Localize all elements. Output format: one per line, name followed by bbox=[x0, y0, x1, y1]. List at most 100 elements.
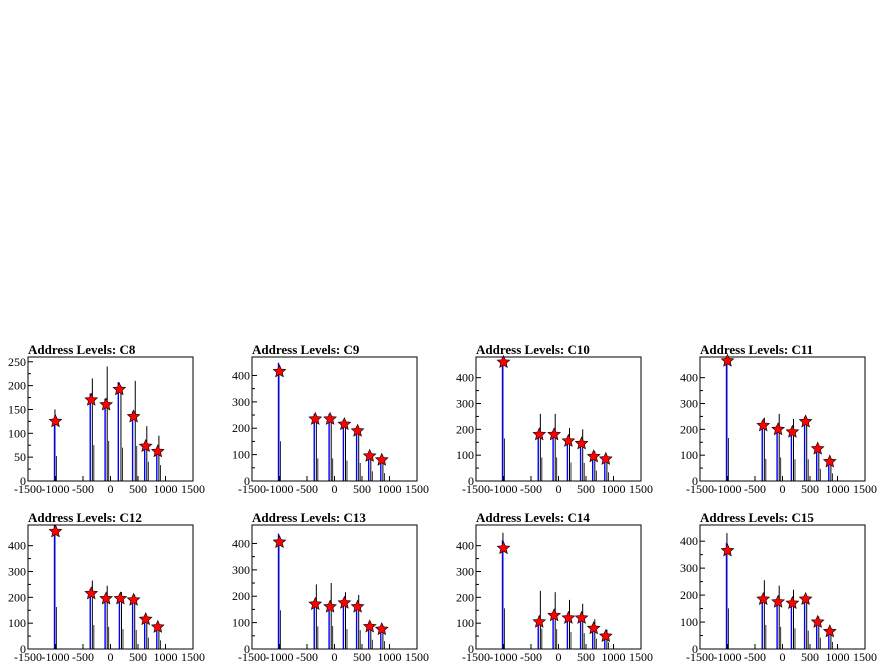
peak-marker bbox=[561, 433, 576, 447]
x-tick-label: -1000 bbox=[266, 650, 294, 664]
y-tick-label: 200 bbox=[680, 422, 698, 436]
peak-marker bbox=[126, 409, 141, 423]
peak-marker bbox=[822, 454, 837, 468]
peak-marker bbox=[150, 619, 165, 633]
peak-marker bbox=[374, 621, 389, 636]
x-tick-label: -1000 bbox=[266, 482, 294, 496]
x-tick-label: 500 bbox=[353, 650, 371, 664]
y-tick-label: 200 bbox=[456, 422, 474, 436]
x-tick-label: 1000 bbox=[602, 482, 626, 496]
peak-marker bbox=[798, 414, 813, 428]
x-tick-label: 0 bbox=[108, 650, 114, 664]
y-tick-label: 0 bbox=[468, 474, 474, 488]
y-tick-label: 400 bbox=[8, 539, 26, 553]
x-tick-label: 1500 bbox=[181, 650, 205, 664]
y-tick-label: 300 bbox=[232, 563, 250, 577]
x-tick-label: -1500 bbox=[462, 482, 490, 496]
x-tick-label: -1000 bbox=[490, 482, 518, 496]
x-tick-label: -1500 bbox=[686, 650, 714, 664]
peak-marker bbox=[574, 436, 589, 450]
panel-title: Address Levels: C13 bbox=[252, 510, 366, 525]
peak-marker bbox=[532, 614, 547, 628]
x-tick-label: 1500 bbox=[629, 482, 653, 496]
x-tick-label: 1000 bbox=[378, 650, 402, 664]
y-tick-label: 400 bbox=[456, 371, 474, 385]
y-tick-label: 0 bbox=[20, 474, 26, 488]
y-tick-label: 400 bbox=[456, 539, 474, 553]
x-tick-label: 1500 bbox=[405, 482, 429, 496]
peak-marker bbox=[810, 614, 825, 628]
x-tick-label: -1500 bbox=[686, 482, 714, 496]
peak-marker bbox=[350, 423, 365, 437]
peak-marker bbox=[785, 595, 800, 610]
x-tick-label: -1500 bbox=[462, 650, 490, 664]
x-tick-label: -1500 bbox=[238, 482, 266, 496]
peak-marker bbox=[586, 449, 601, 463]
y-tick-label: 100 bbox=[232, 448, 250, 462]
y-tick-label: 150 bbox=[8, 402, 26, 416]
peak-marker bbox=[272, 534, 287, 549]
panel-1: Address Levels: C8 0 50 100 150 200 250 -1500 -1… bbox=[8, 342, 205, 496]
peak-marker bbox=[138, 438, 153, 453]
x-tick-label: 0 bbox=[556, 650, 562, 664]
y-tick-label: 400 bbox=[680, 371, 698, 385]
x-tick-label: 500 bbox=[353, 482, 371, 496]
y-tick-label: 250 bbox=[8, 355, 26, 369]
y-tick-label: 100 bbox=[456, 616, 474, 630]
peak-marker bbox=[337, 595, 352, 609]
peak-marker bbox=[532, 427, 547, 441]
x-tick-label: -1000 bbox=[714, 482, 742, 496]
peak-marker bbox=[598, 451, 613, 465]
peak-marker bbox=[598, 628, 613, 642]
panel-4: Address Levels: C11 0 100 200 300 400 -1500 -10… bbox=[680, 342, 877, 496]
y-tick-label: 200 bbox=[232, 421, 250, 435]
plot-frame bbox=[699, 524, 866, 650]
peak-marker bbox=[586, 621, 601, 635]
x-tick-label: -1500 bbox=[14, 482, 42, 496]
plot-frame bbox=[475, 356, 642, 482]
peak-marker bbox=[720, 353, 735, 367]
y-tick-label: 0 bbox=[244, 642, 250, 656]
peak-marker bbox=[720, 543, 735, 557]
x-tick-label: -500 bbox=[520, 650, 542, 664]
peak-marker bbox=[574, 610, 589, 624]
peak-marker bbox=[323, 411, 337, 425]
x-tick-label: 1500 bbox=[853, 482, 877, 496]
x-tick-label: 1000 bbox=[826, 650, 850, 664]
panel-title: Address Levels: C9 bbox=[252, 342, 360, 357]
y-tick-label: 200 bbox=[232, 589, 250, 603]
panel-title: Address Levels: C10 bbox=[476, 342, 590, 357]
panel-6: Address Levels: C13 0 100 200 300 400 -1500 -10… bbox=[232, 510, 429, 664]
panel-5: Address Levels: C12 0 100 200 300 400 -1500 -10… bbox=[8, 510, 205, 664]
peak-marker bbox=[547, 427, 561, 441]
peak-marker bbox=[84, 392, 99, 406]
peak-marker bbox=[362, 448, 377, 462]
y-tick-label: 300 bbox=[456, 397, 474, 411]
y-tick-label: 100 bbox=[8, 616, 26, 630]
x-tick-label: -500 bbox=[296, 482, 318, 496]
y-tick-label: 100 bbox=[8, 426, 26, 440]
x-tick-label: 0 bbox=[332, 482, 338, 496]
panel-2: Address Levels: C9 0 100 200 300 400 -1500 -100… bbox=[232, 342, 429, 496]
y-tick-label: 300 bbox=[680, 561, 698, 575]
x-tick-label: -1000 bbox=[42, 482, 70, 496]
peak-marker bbox=[323, 599, 337, 613]
y-tick-label: 0 bbox=[20, 642, 26, 656]
x-tick-label: 1000 bbox=[378, 482, 402, 496]
peak-marker bbox=[496, 540, 511, 555]
y-tick-label: 0 bbox=[468, 642, 474, 656]
y-tick-label: 200 bbox=[456, 590, 474, 604]
y-tick-label: 300 bbox=[680, 397, 698, 411]
y-tick-label: 100 bbox=[680, 615, 698, 629]
x-tick-label: -1000 bbox=[714, 650, 742, 664]
peak-marker bbox=[561, 610, 576, 624]
peak-marker bbox=[337, 417, 352, 431]
y-tick-label: 100 bbox=[680, 448, 698, 462]
y-tick-label: 300 bbox=[232, 395, 250, 409]
x-tick-label: 1500 bbox=[853, 650, 877, 664]
x-tick-label: 1500 bbox=[629, 650, 653, 664]
y-tick-label: 200 bbox=[8, 590, 26, 604]
peak-marker bbox=[374, 452, 389, 466]
x-tick-label: 0 bbox=[780, 650, 786, 664]
peak-marker bbox=[362, 619, 377, 633]
